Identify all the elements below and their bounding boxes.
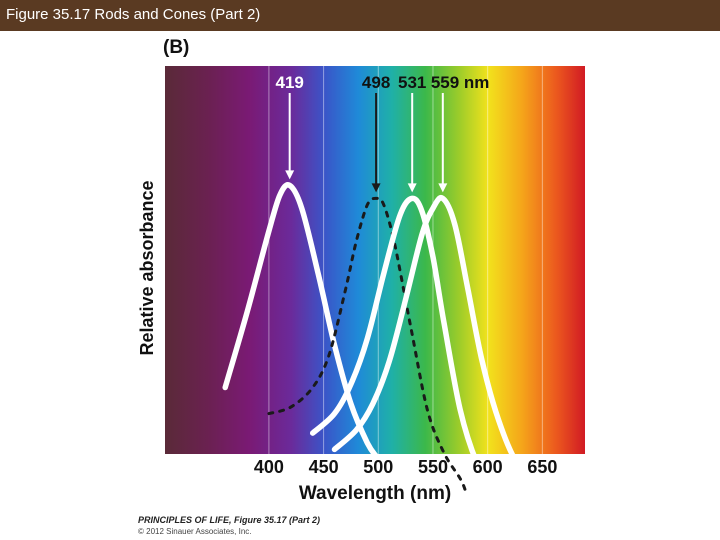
- x-tick-labels: 400 450 500 550 600 650: [254, 457, 557, 477]
- absorbance-chart: 419 498 531 559 nm 400 450 500 550 600 650 (B) W…: [137, 37, 585, 511]
- absorbance-curve-419: [222, 182, 403, 489]
- x-axis-label: Wavelength (nm): [299, 483, 451, 504]
- x-tick-label-500: 500: [363, 457, 393, 477]
- slide-title: Figure 35.17 Rods and Cones (Part 2): [6, 6, 261, 23]
- panel-label: (B): [163, 37, 189, 58]
- y-axis-label: Relative absorbance: [137, 180, 157, 355]
- credit-book-title: PRINCIPLES OF LIFE, Figure 35.17 (Part 2…: [138, 515, 321, 525]
- peak-arrowhead-498: [371, 183, 381, 193]
- plot-area-spectrum: [165, 66, 585, 454]
- x-tick-label-450: 450: [309, 457, 339, 477]
- peak-label-559: 559 nm: [431, 73, 490, 92]
- slide-title-bar: Figure 35.17 Rods and Cones (Part 2): [0, 0, 720, 31]
- peak-arrows: [285, 93, 448, 193]
- x-tick-label-600: 600: [473, 457, 503, 477]
- absorbance-curve-531: [309, 195, 518, 511]
- peak-arrowhead-419: [285, 170, 295, 180]
- peak-labels: 419 498 531 559 nm: [276, 73, 490, 92]
- x-tick-label-650: 650: [527, 457, 557, 477]
- x-tick-label-400: 400: [254, 457, 284, 477]
- peak-arrowhead-531: [407, 183, 417, 193]
- peak-label-419: 419: [276, 73, 304, 92]
- peak-label-531: 531: [398, 73, 426, 92]
- series-layer: [222, 182, 551, 511]
- x-tick-label-550: 550: [418, 457, 448, 477]
- absorbance-curve-559: [331, 195, 551, 505]
- absorbance-curve-498: [267, 196, 468, 494]
- peak-arrowhead-559: [438, 183, 448, 193]
- peak-label-498: 498: [362, 73, 390, 92]
- credit-copyright: © 2012 Sinauer Associates, Inc.: [138, 527, 252, 536]
